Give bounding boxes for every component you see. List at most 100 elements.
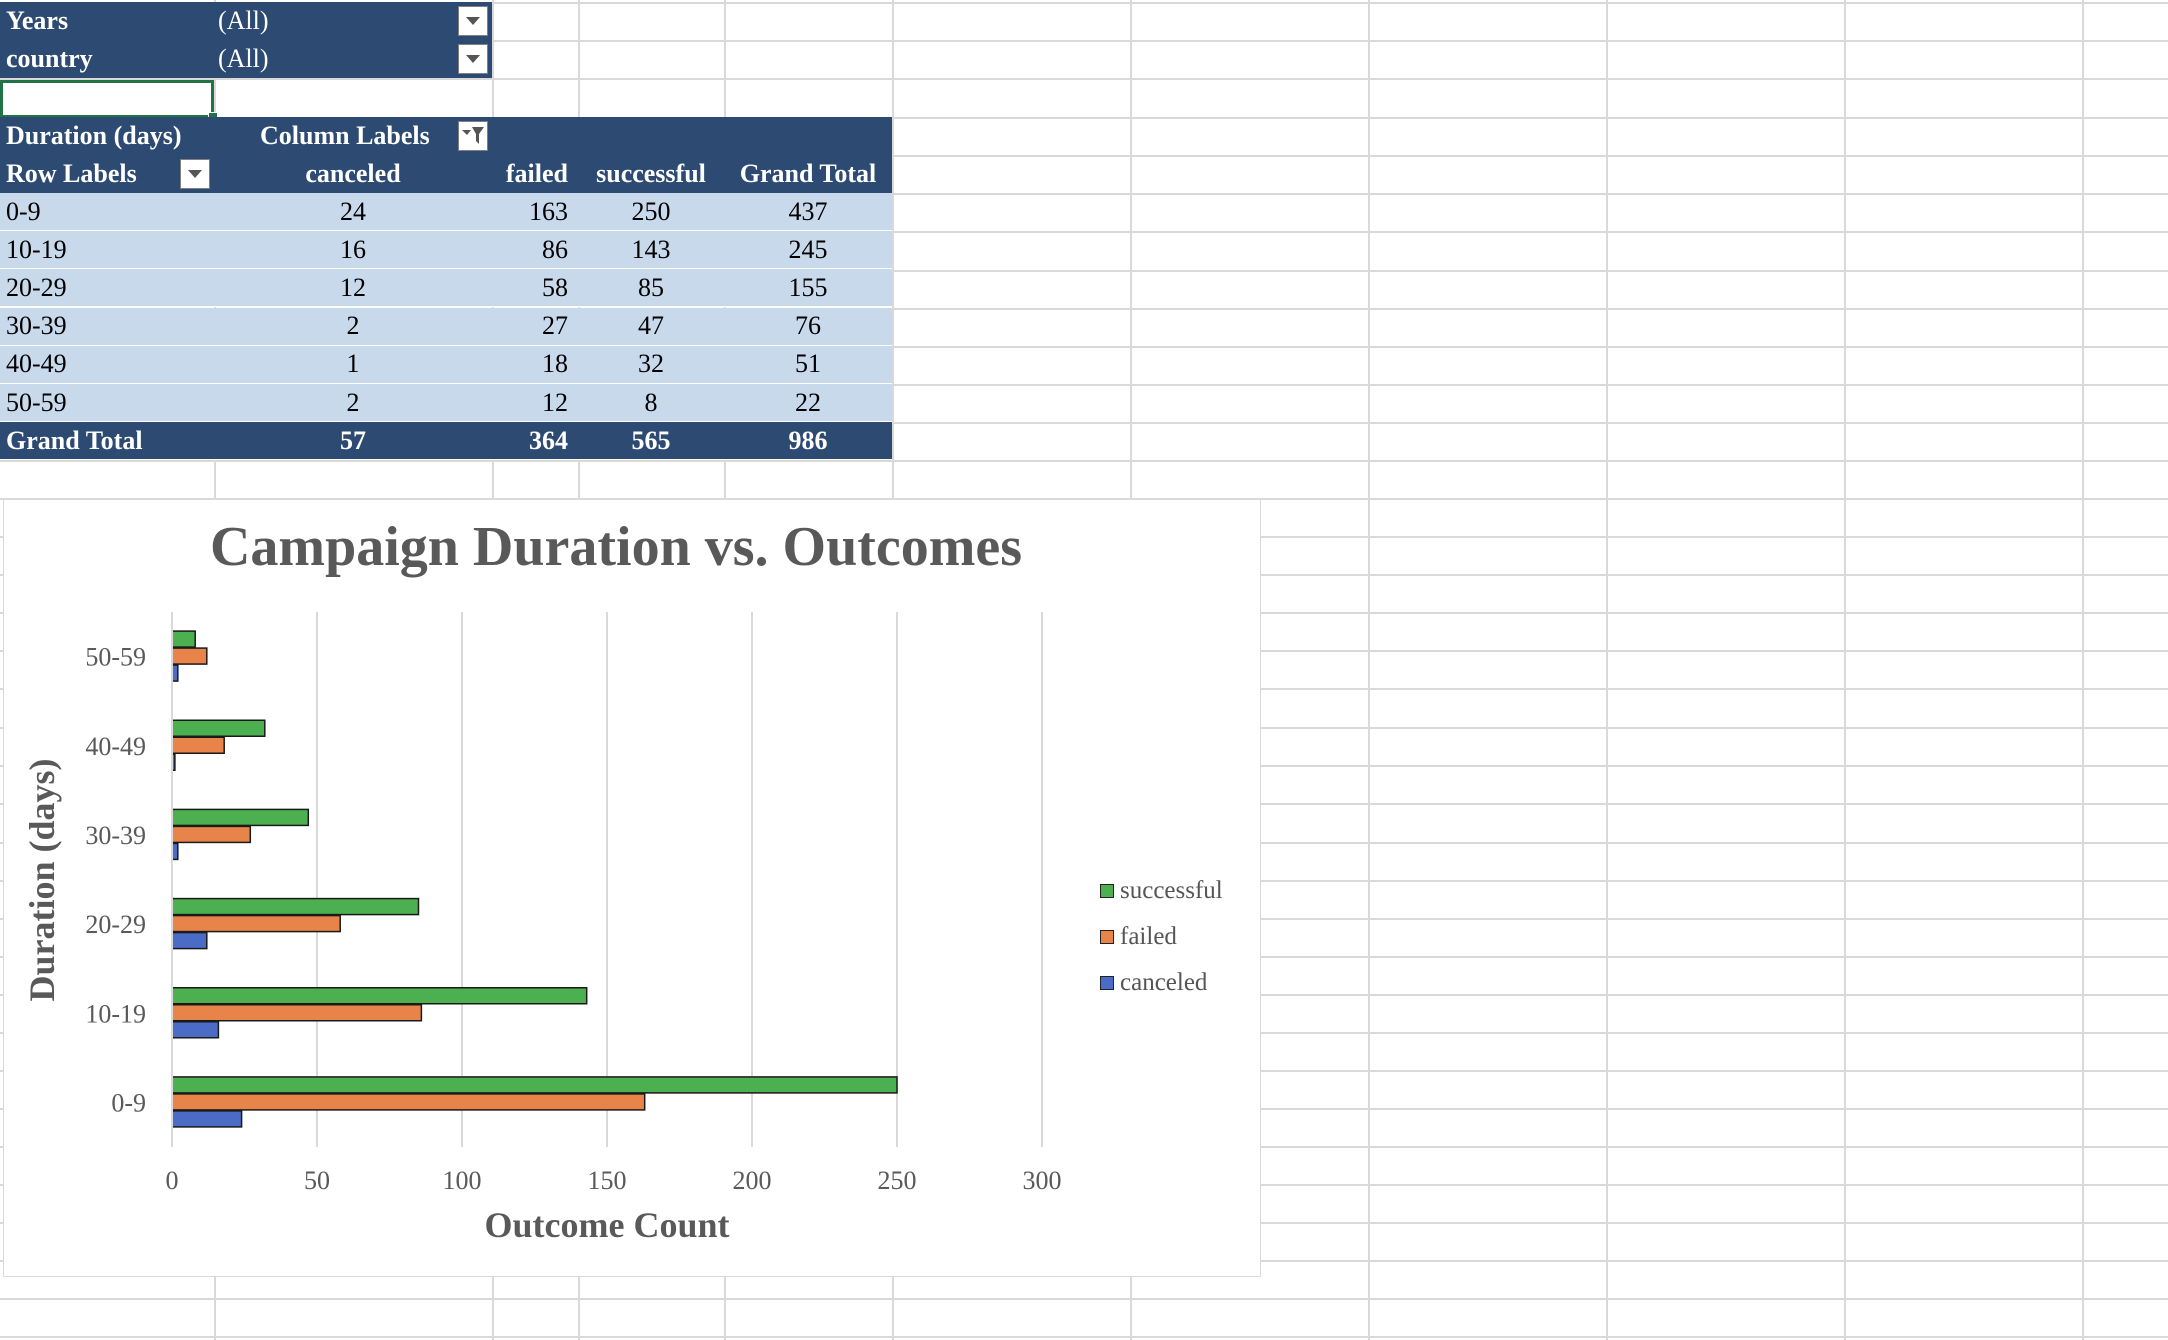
bar-successful-50-59 — [171, 630, 196, 648]
y-tick-label: 50-59 — [85, 643, 146, 672]
pivot-row-value-grand-total[interactable]: 155 — [724, 269, 892, 308]
chart-area[interactable] — [3, 499, 1261, 1277]
pivot-grand-total-row-label[interactable]: Grand Total — [0, 422, 214, 461]
y-tick-label: 0-9 — [111, 1088, 146, 1117]
filter-value-country[interactable]: (All) — [214, 40, 492, 78]
bar-failed-10-19 — [171, 1004, 423, 1022]
pivot-row-value-canceled[interactable]: 12 — [214, 269, 492, 308]
pivot-grand-total-row-value-failed[interactable]: 364 — [492, 422, 578, 461]
x-axis-title: Outcome Count — [485, 1205, 730, 1245]
pivot-row-label[interactable]: 30-39 — [0, 307, 214, 346]
filter-label-country: country — [0, 40, 214, 78]
legend-label-failed: failed — [1120, 923, 1177, 950]
bar-canceled-10-19 — [171, 1021, 220, 1039]
bar-canceled-20-29 — [171, 931, 208, 950]
row-gridline — [0, 40, 2168, 42]
years-filter-dropdown-icon[interactable] — [458, 6, 488, 36]
bar-successful-30-39 — [171, 808, 310, 827]
pivot-row-value-failed[interactable]: 86 — [492, 231, 578, 270]
legend-item-canceled: canceled — [1100, 960, 1223, 1006]
column-filter-icon[interactable] — [458, 121, 488, 151]
bar-successful-10-19 — [171, 987, 588, 1005]
chart-title: Campaign Duration vs. Outcomes — [210, 516, 1022, 578]
row-gridline — [0, 346, 2168, 348]
bar-successful-20-29 — [171, 897, 420, 916]
legend-swatch-failed — [1100, 930, 1114, 944]
col-header-failed: failed — [492, 155, 578, 193]
filter-value-years[interactable]: (All) — [214, 2, 492, 40]
active-cell-selection[interactable] — [0, 80, 214, 118]
filter-label-years: Years — [0, 2, 214, 40]
bar-canceled-0-9 — [171, 1110, 243, 1128]
x-tick-label: 150 — [588, 1166, 627, 1195]
pivot-row-value-grand-total[interactable]: 22 — [724, 384, 892, 422]
x-tick-label: 250 — [878, 1166, 917, 1195]
pivot-row-value-failed[interactable]: 18 — [492, 345, 578, 384]
column-gridline — [2082, 0, 2084, 1340]
row-gridline — [0, 117, 2168, 119]
pivot-row-field-label: Duration (days) — [0, 117, 214, 155]
pivot-row-value-canceled[interactable]: 2 — [214, 307, 492, 346]
column-gridline — [1606, 0, 1608, 1340]
pivot-row-value-failed[interactable]: 163 — [492, 193, 578, 231]
legend-label-successful: successful — [1120, 877, 1223, 904]
row-labels-dropdown-icon[interactable] — [180, 159, 210, 189]
legend-item-successful: successful — [1100, 868, 1223, 914]
column-gridline — [1368, 0, 1370, 1340]
pivot-grand-total-row-value-grand-total[interactable]: 986 — [724, 422, 892, 461]
pivot-row-labels-header: Row Labels — [0, 155, 214, 193]
row-gridline — [0, 270, 2168, 272]
col-header-successful: successful — [578, 155, 724, 193]
pivot-row-value-canceled[interactable]: 1 — [214, 345, 492, 384]
chart-legend[interactable]: successful failed canceled — [1100, 868, 1223, 1006]
row-gridline — [0, 308, 2168, 310]
legend-swatch-successful — [1100, 884, 1114, 898]
y-tick-label: 30-39 — [85, 821, 146, 850]
pivot-grand-total-row-value-canceled[interactable]: 57 — [214, 422, 492, 461]
row-gridline — [0, 231, 2168, 233]
pivot-row-value-grand-total[interactable]: 437 — [724, 193, 892, 231]
pivot-row-value-grand-total[interactable]: 245 — [724, 231, 892, 270]
row-gridline — [0, 460, 2168, 462]
pivot-row-label[interactable]: 40-49 — [0, 345, 214, 384]
pivot-row-value-successful[interactable]: 143 — [578, 231, 724, 270]
pivot-row-value-grand-total[interactable]: 51 — [724, 345, 892, 384]
pivot-grand-total-row-value-successful[interactable]: 565 — [578, 422, 724, 461]
pivot-row-value-successful[interactable]: 32 — [578, 345, 724, 384]
pivot-column-labels-header[interactable]: Column Labels — [214, 117, 892, 155]
col-header-canceled: canceled — [214, 155, 492, 193]
pivot-row-value-successful[interactable]: 85 — [578, 269, 724, 308]
y-axis-title: Duration (days) — [22, 758, 62, 1001]
pivot-row-label[interactable]: 0-9 — [0, 193, 214, 231]
x-tick-label: 300 — [1023, 1166, 1062, 1195]
pivot-row-label[interactable]: 50-59 — [0, 384, 214, 422]
y-tick-label: 20-29 — [85, 910, 146, 939]
bar-failed-50-59 — [171, 647, 208, 665]
pivot-row-value-canceled[interactable]: 2 — [214, 384, 492, 422]
x-tick-label: 0 — [166, 1166, 179, 1195]
row-gridline — [0, 78, 2168, 80]
legend-label-canceled: canceled — [1120, 969, 1208, 996]
pivot-row-value-canceled[interactable]: 24 — [214, 193, 492, 231]
pivot-row-value-grand-total[interactable]: 76 — [724, 307, 892, 346]
pivot-row-label[interactable]: 20-29 — [0, 269, 214, 308]
col-header-grand-total: Grand Total — [724, 155, 892, 193]
pivot-row-value-successful[interactable]: 47 — [578, 307, 724, 346]
pivot-row-value-failed[interactable]: 27 — [492, 307, 578, 346]
y-tick-label: 10-19 — [85, 999, 146, 1028]
pivot-row-value-successful[interactable]: 8 — [578, 384, 724, 422]
x-tick-label: 50 — [304, 1166, 330, 1195]
pivot-row-value-canceled[interactable]: 16 — [214, 231, 492, 270]
legend-swatch-canceled — [1100, 976, 1114, 990]
country-filter-dropdown-icon[interactable] — [458, 44, 488, 74]
bar-failed-0-9 — [171, 1093, 646, 1111]
bar-failed-30-39 — [171, 825, 252, 844]
pivot-row-label[interactable]: 10-19 — [0, 231, 214, 270]
pivot-row-value-failed[interactable]: 12 — [492, 384, 578, 422]
pivot-row-value-failed[interactable]: 58 — [492, 269, 578, 308]
row-gridline — [0, 1298, 2168, 1300]
bar-failed-20-29 — [171, 914, 341, 933]
pivot-row-value-successful[interactable]: 250 — [578, 193, 724, 231]
legend-item-failed: failed — [1100, 914, 1223, 960]
